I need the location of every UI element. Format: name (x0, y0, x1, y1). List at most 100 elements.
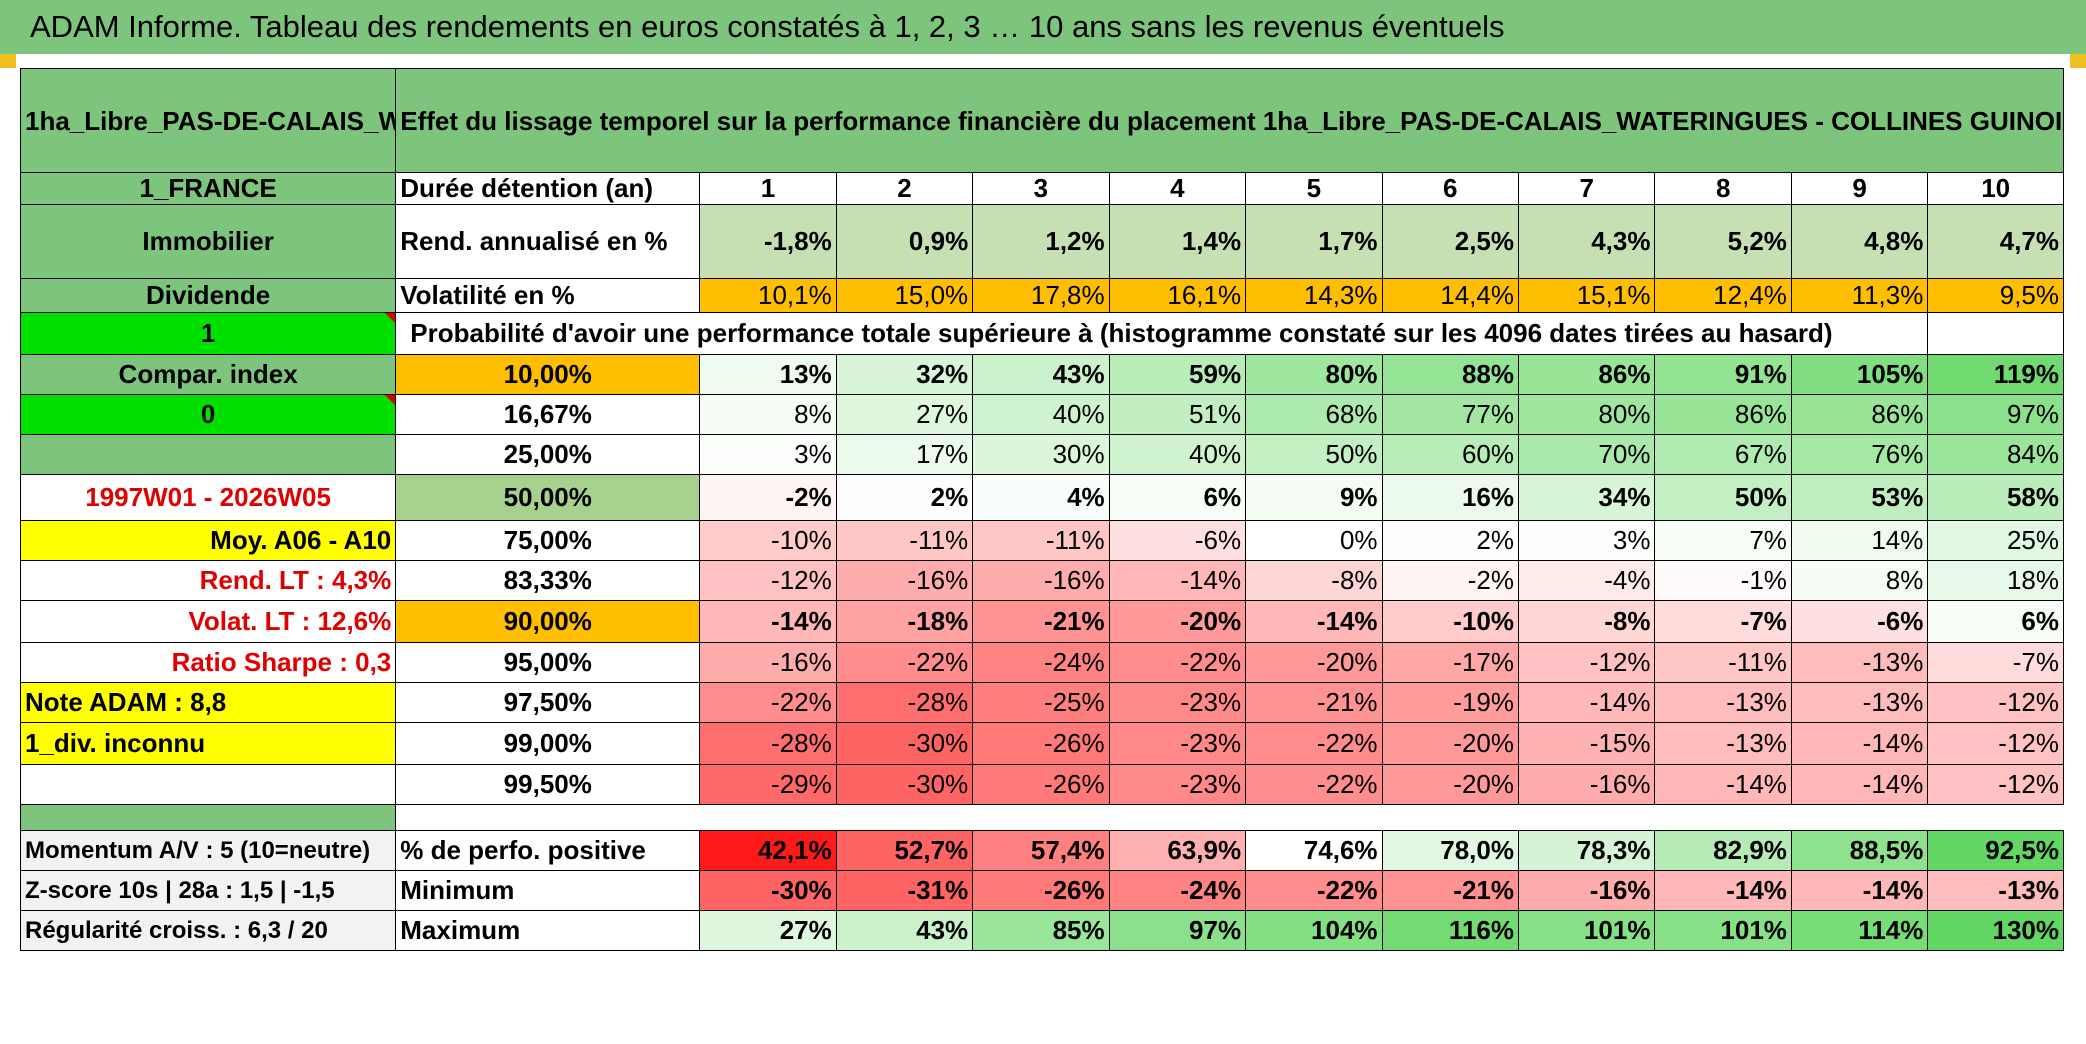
zscore: Z-score 10s | 28a : 1,5 | -1,5 (19, 870, 397, 911)
prob-threshold: 25,00% (395, 434, 701, 475)
prob-threshold: 99,00% (395, 722, 701, 765)
maximum-value: 116% (1381, 910, 1520, 951)
prob-value: 18% (1927, 560, 2064, 601)
div-info: 1_div. inconnu (19, 722, 397, 765)
blank-cell (19, 764, 397, 805)
prob-threshold: 95,00% (395, 642, 701, 683)
prob-row: Ratio Sharpe : 0,3 95,00% -16% -22% -24% -22%… (19, 642, 2064, 683)
compar-index: Compar. index (19, 354, 397, 395)
prob-value: 14% (1790, 520, 1929, 561)
prob-value: -20% (1381, 764, 1520, 805)
prob-value: -25% (972, 682, 1110, 723)
maximum-value: 27% (699, 910, 837, 951)
report-title: ADAM Informe. Tableau des rendements en … (0, 0, 2086, 54)
maximum-row: Régularité croiss. : 6,3 / 20 Maximum 27% 4… (19, 910, 2064, 951)
prob-value: -30% (835, 764, 974, 805)
prob-value: -29% (699, 764, 837, 805)
prob-row: Note ADAM : 8,8 97,50% -22% -28% -25% -23% -21… (19, 682, 2064, 723)
duree-label: Durée détention (an) (395, 172, 701, 205)
minimum-value: -26% (972, 870, 1110, 911)
prob-threshold: 90,00% (395, 600, 701, 643)
positive-value: 78,3% (1517, 830, 1656, 871)
prob-value: -16% (835, 560, 974, 601)
prob-value: -6% (1790, 600, 1929, 643)
prob-value: -22% (1245, 764, 1383, 805)
asset-name: 1ha_Libre_PAS-DE-CALAIS_WATERINGUES - CO… (19, 68, 397, 173)
prob-value: -4% (1517, 560, 1656, 601)
prob-row: 99,50% -29% -30% -26% -23% -22% -20% -16% -14% -1… (19, 764, 2064, 805)
minimum-value: -21% (1381, 870, 1520, 911)
prob-value: -7% (1927, 642, 2064, 683)
prob-value: 7% (1654, 520, 1792, 561)
prob-value: 60% (1381, 434, 1520, 475)
prob-value: 6% (1927, 600, 2064, 643)
prob-value: -2% (699, 474, 837, 521)
vol-value: 12,4% (1654, 278, 1792, 313)
prob-value: 77% (1381, 394, 1520, 435)
positive-value: 63,9% (1108, 830, 1247, 871)
prob-row: 0 16,67% 8% 27% 40% 51% 68% 77% 80% 86% 86% 97% (19, 394, 2064, 435)
prob-threshold: 16,67% (395, 394, 701, 435)
prob-value: -12% (699, 560, 837, 601)
minimum-value: -24% (1108, 870, 1247, 911)
vol-value: 14,4% (1381, 278, 1520, 313)
prob-value: -20% (1245, 642, 1383, 683)
prob-value: -22% (699, 682, 837, 723)
prob-value: 13% (699, 354, 837, 395)
positive-row: Momentum A/V : 5 (10=neutre)% de perfo. … (19, 830, 2064, 871)
prob-value: 80% (1517, 394, 1656, 435)
prob-value: -12% (1927, 682, 2064, 723)
vol-value: 11,3% (1790, 278, 1929, 313)
vol-value: 10,1% (699, 278, 837, 313)
prob-value: 3% (699, 434, 837, 475)
sharpe: Ratio Sharpe : 0,3 (19, 642, 397, 683)
minimum-value: -14% (1790, 870, 1929, 911)
maximum-value: 130% (1927, 910, 2064, 951)
prob-value: -15% (1517, 722, 1656, 765)
prob-value: 0% (1245, 520, 1383, 561)
vol-row: Dividende Volatilité en % 10,1% 15,0% 17,8% 1… (19, 278, 2064, 313)
prob-value: -8% (1517, 600, 1656, 643)
prob-value: -26% (972, 764, 1110, 805)
positive-value: 52,7% (835, 830, 974, 871)
prob-value: 59% (1108, 354, 1247, 395)
prob-value: 105% (1790, 354, 1929, 395)
positive-value: 88,5% (1790, 830, 1929, 871)
minimum-value: -30% (699, 870, 837, 911)
prob-value: 97% (1927, 394, 2064, 435)
prob-value: -18% (835, 600, 974, 643)
prob-value: -8% (1245, 560, 1383, 601)
maximum-value: 101% (1517, 910, 1656, 951)
prob-threshold: 10,00% (395, 354, 701, 395)
maximum-value: 104% (1245, 910, 1383, 951)
prob-row: Rend. LT : 4,3% 83,33% -12% -16% -16% -14% -8%… (19, 560, 2064, 601)
prob-row: Moy. A06 - A10 75,00% -10% -11% -11% -6% 0% 2% 3… (19, 520, 2064, 561)
prob-value: -11% (1654, 642, 1792, 683)
vol-value: 17,8% (972, 278, 1110, 313)
year-header: 5 (1245, 172, 1383, 205)
minimum-value: -13% (1927, 870, 2064, 911)
prob-value: -16% (1517, 764, 1656, 805)
prob-value: -28% (699, 722, 837, 765)
prob-value: -12% (1927, 764, 2064, 805)
blank-cell (1927, 312, 2064, 355)
description: Effet du lissage temporel sur la perform… (395, 68, 2064, 173)
prob-threshold: 99,50% (395, 764, 701, 805)
minimum-label: Minimum (395, 870, 701, 911)
prob-value: 88% (1381, 354, 1520, 395)
prob-value: -12% (1927, 722, 2064, 765)
rend-lt: Rend. LT : 4,3% (19, 560, 397, 601)
prob-value: 67% (1654, 434, 1792, 475)
corner-marker (2070, 54, 2086, 68)
prob-value: 50% (1245, 434, 1383, 475)
prob-threshold: 97,50% (395, 682, 701, 723)
prob-value: -22% (1245, 722, 1383, 765)
rend-value: 4,7% (1927, 204, 2064, 279)
prob-value: 91% (1654, 354, 1792, 395)
rend-value: 1,2% (972, 204, 1110, 279)
prob-value: -30% (835, 722, 974, 765)
rend-value: 0,9% (835, 204, 974, 279)
positive-value: 92,5% (1927, 830, 2064, 871)
minimum-value: -14% (1654, 870, 1792, 911)
prob-value: -6% (1108, 520, 1247, 561)
